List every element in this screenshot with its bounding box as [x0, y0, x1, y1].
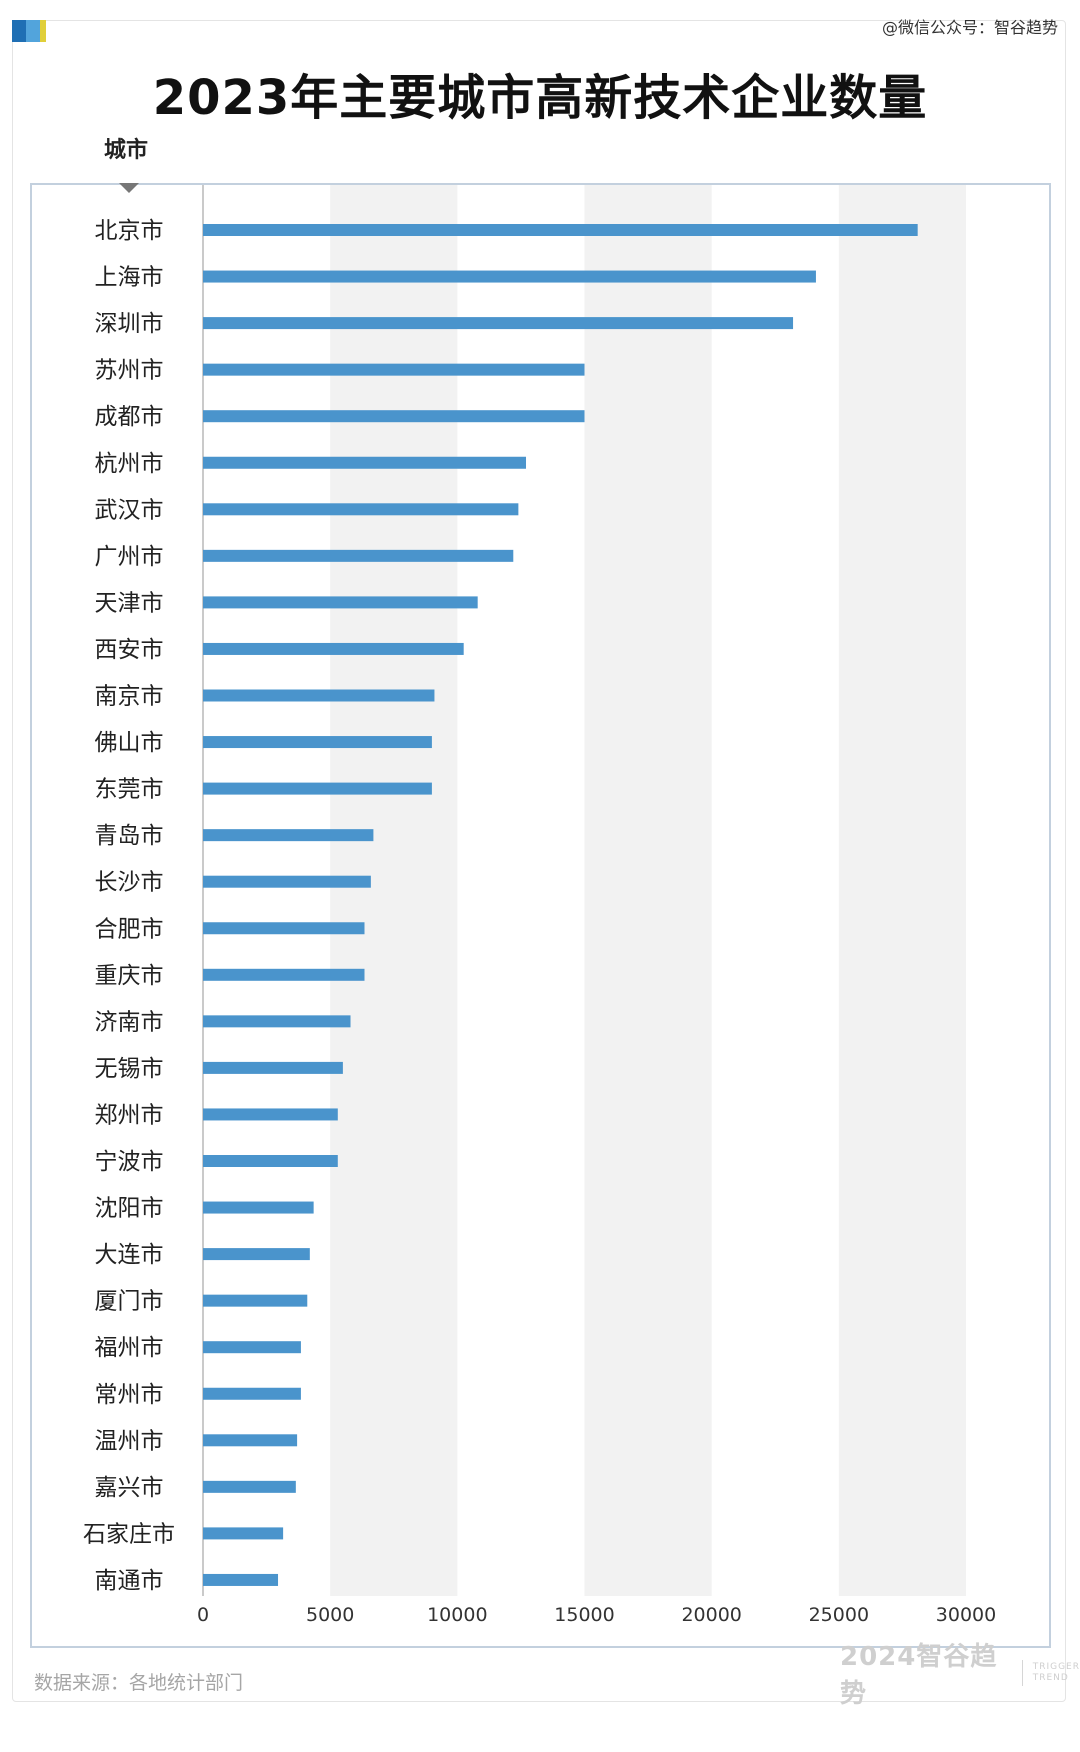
grid-band: [584, 185, 712, 1596]
x-tick-label: 15000: [554, 1604, 614, 1626]
x-tick-label: 5000: [306, 1604, 354, 1626]
bar-21: [203, 1155, 338, 1167]
x-tick-label: 20000: [681, 1604, 741, 1626]
brand-logo-icon: [12, 20, 46, 42]
brand-wordmark: 2024智谷趋势: [840, 1642, 998, 1709]
logo-block-dark: [12, 20, 26, 42]
category-label: 济南市: [95, 1009, 164, 1035]
bar-15: [203, 875, 371, 888]
category-label: 重庆市: [95, 963, 164, 989]
category-label: 长沙市: [95, 870, 164, 896]
category-label: 常州市: [95, 1382, 164, 1408]
bar-11: [203, 689, 435, 702]
category-label: 大连市: [95, 1242, 164, 1268]
category-label: 北京市: [95, 218, 164, 244]
bar-3: [203, 317, 794, 330]
grid-band: [838, 185, 966, 1596]
category-label: 青岛市: [95, 823, 164, 849]
category-label: 石家庄市: [83, 1521, 175, 1547]
bar-8: [203, 549, 514, 562]
category-label: 杭州市: [95, 451, 164, 477]
category-label: 苏州市: [95, 358, 164, 384]
bar-27: [203, 1434, 298, 1447]
category-label: 厦门市: [95, 1289, 164, 1315]
bar-25: [203, 1341, 301, 1354]
bar-22: [203, 1201, 314, 1214]
bar-29: [203, 1527, 284, 1540]
category-label: 郑州市: [95, 1102, 164, 1128]
category-label: 温州市: [95, 1428, 164, 1454]
bar-26: [203, 1387, 301, 1400]
chart-title: 2023年主要城市高新技术企业数量: [152, 70, 928, 126]
brand-sub-line-2: TREND: [1032, 1673, 1069, 1683]
bar-18: [203, 1015, 351, 1028]
category-label: 南京市: [95, 684, 164, 710]
bar-16: [203, 922, 365, 935]
bar-24: [203, 1294, 308, 1307]
x-tick-label: 10000: [427, 1604, 487, 1626]
bar-7: [203, 503, 519, 516]
grid-band: [330, 185, 458, 1596]
category-label: 宁波市: [95, 1149, 164, 1175]
brand-sub-line-1: TRIGGER: [1032, 1662, 1080, 1672]
brand-divider: [1021, 1660, 1023, 1686]
category-label: 佛山市: [95, 730, 164, 756]
category-label: 武汉市: [95, 497, 164, 523]
bar-19: [203, 1061, 343, 1074]
category-label: 深圳市: [95, 311, 164, 337]
category-label: 上海市: [95, 265, 164, 291]
x-tick-label: 30000: [936, 1604, 996, 1626]
data-source-note: 数据来源：各地统计部门: [34, 1672, 244, 1694]
category-label: 福州市: [95, 1335, 164, 1361]
bar-17: [203, 968, 365, 981]
watermark-text: @微信公众号：智谷趋势: [881, 18, 1058, 37]
bar-2: [203, 270, 816, 283]
category-label: 南通市: [95, 1568, 164, 1594]
x-tick-label: 25000: [809, 1604, 869, 1626]
bar-23: [203, 1248, 310, 1261]
bar-14: [203, 829, 374, 842]
bar-13: [203, 782, 432, 795]
category-label: 嘉兴市: [95, 1475, 164, 1501]
bar-4: [203, 363, 585, 376]
category-label: 无锡市: [95, 1056, 164, 1082]
bar-28: [203, 1480, 296, 1493]
bar-6: [203, 456, 527, 469]
category-label: 天津市: [95, 590, 164, 616]
logo-block-yellow: [40, 20, 46, 42]
category-label: 沈阳市: [95, 1196, 164, 1222]
category-axis-title: 城市: [104, 138, 149, 163]
axis-title-pointer-icon: [119, 183, 139, 193]
bar-5: [203, 410, 585, 423]
brand-subtitle: TRIGGER TREND: [1033, 1662, 1080, 1684]
plot-frame: [30, 183, 1051, 1648]
brand-footer: 2024智谷趋势 TRIGGER TREND: [840, 1642, 1080, 1709]
category-label: 西安市: [95, 637, 164, 663]
bar-12: [203, 736, 432, 749]
category-label: 成都市: [95, 404, 164, 430]
bar-20: [203, 1108, 338, 1121]
bar-1: [203, 224, 918, 236]
category-label: 合肥市: [95, 916, 164, 942]
bar-10: [203, 642, 464, 655]
bar-30: [203, 1573, 279, 1586]
category-label: 广州市: [95, 544, 164, 570]
logo-block-light: [26, 20, 40, 42]
x-tick-label: 0: [197, 1604, 209, 1626]
bar-9: [203, 596, 478, 609]
category-label: 东莞市: [95, 777, 164, 803]
